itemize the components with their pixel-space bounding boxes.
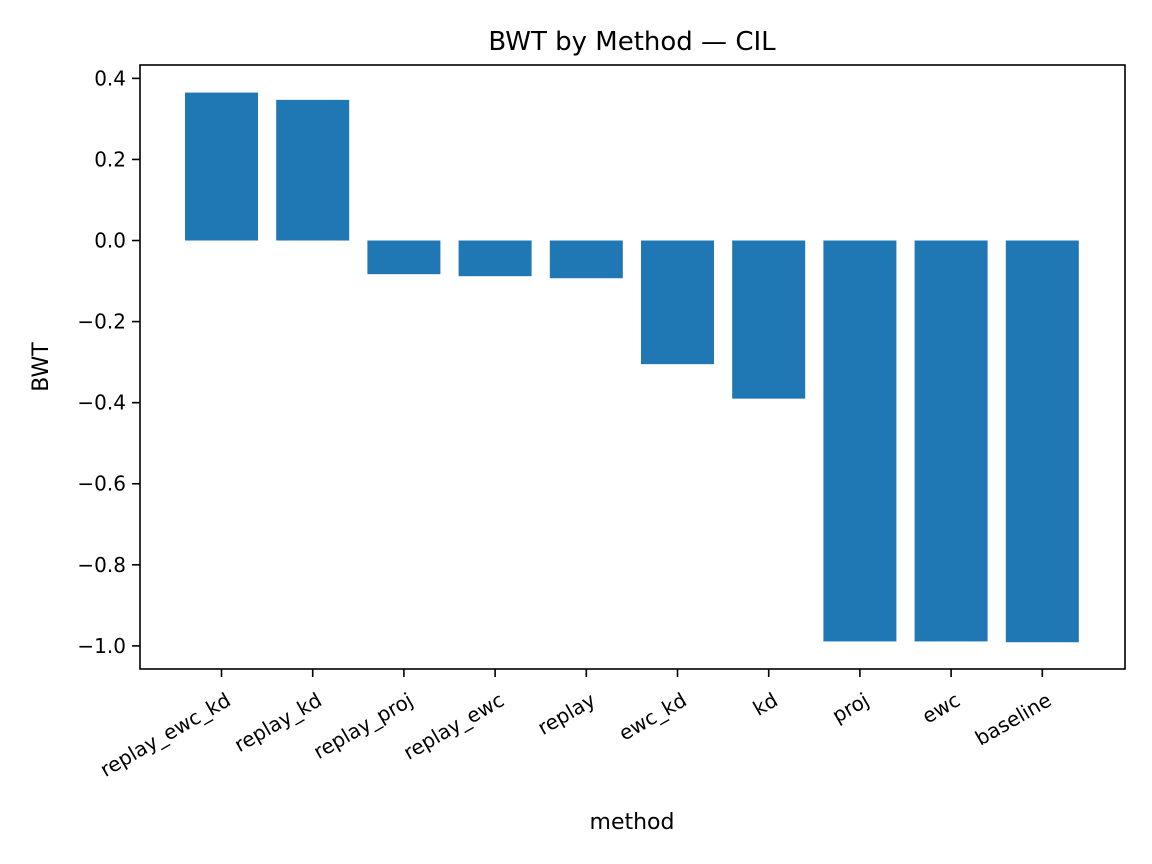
- y-tick-label: −0.4: [77, 391, 126, 415]
- bar-replay_ewc: [458, 240, 532, 277]
- x-tick-label-replay_ewc: replay_ewc: [399, 688, 508, 765]
- x-tick-label-ewc_kd: ewc_kd: [615, 688, 691, 746]
- x-axis: replay_ewc_kdreplay_kdreplay_projreplay_…: [96, 669, 1056, 782]
- plot-area-frame: [139, 64, 1126, 670]
- chart-title: BWT by Method — CIL: [488, 27, 776, 57]
- y-axis: 0.4 0.2 0.0 −0.2 −0.4 −0.6 −0.8 −1.0: [77, 66, 140, 658]
- bar-replay: [549, 240, 623, 279]
- y-tick-label: 0.2: [94, 147, 126, 171]
- x-tick-label-baseline: baseline: [971, 688, 1056, 751]
- x-tick-label-replay: replay: [533, 688, 599, 740]
- bar-ewc: [914, 240, 988, 642]
- y-axis-label: BWT: [29, 342, 54, 392]
- bar-baseline: [1005, 240, 1079, 643]
- y-tick-label: 0.4: [94, 66, 126, 90]
- y-tick-label: 0.0: [94, 229, 126, 253]
- y-tick-label: −0.2: [77, 310, 126, 334]
- bar-replay_proj: [367, 240, 441, 275]
- bar-kd: [732, 240, 806, 399]
- x-tick-label-proj: proj: [828, 688, 873, 728]
- x-tick-label-replay_ewc_kd: replay_ewc_kd: [96, 688, 235, 782]
- x-tick-label-kd: kd: [749, 688, 782, 721]
- y-tick-label: −0.8: [77, 553, 126, 577]
- bar-proj: [823, 240, 897, 642]
- bar-replay_ewc_kd: [185, 92, 258, 241]
- y-tick-label: −1.0: [77, 634, 126, 658]
- x-tick-label-replay_proj: replay_proj: [309, 688, 417, 764]
- y-tick-label: −0.6: [77, 472, 126, 496]
- bar-ewc_kd: [641, 240, 714, 365]
- x-tick-label-ewc: ewc: [918, 688, 964, 729]
- bars-group: [185, 92, 1079, 643]
- x-axis-label: method: [590, 810, 675, 835]
- bar-replay_kd: [276, 99, 350, 241]
